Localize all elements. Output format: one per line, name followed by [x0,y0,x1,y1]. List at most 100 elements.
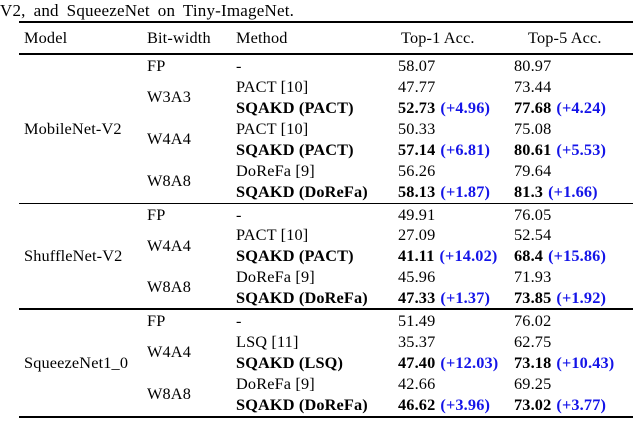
bitwidth-group-fp: FP - 58.07 80.97 [147,55,633,76]
column-header-bitwidth: Bit-width [147,28,211,47]
top5-gain: (+5.53) [556,139,607,159]
bitwidth-cell: FP [147,204,166,224]
section-rule-1 [19,202,633,205]
top5-cell: 77.68 (+4.24) [514,97,607,117]
method-cell: SQAKD (DoReFa) [236,287,368,307]
method-cell: - [236,310,242,330]
top1-gain: (+14.02) [439,246,498,266]
top1-cell: 51.49 [398,310,436,330]
column-header-top5: Top-5 Acc. [528,28,602,47]
table-row-sqakd: SQAKD (PACT) 41.11 (+14.02) 68.4 (+15.86) [236,246,633,267]
bitwidth-cell: W3A3 [147,87,192,107]
bitwidth-cell: W8A8 [147,384,192,404]
method-cell: LSQ [11] [236,331,299,351]
table-row-sqakd: SQAKD (PACT) 57.14 (+6.81) 80.61 (+5.53) [236,139,633,160]
top5-gain: (+10.43) [556,352,615,372]
section-rule-2 [19,308,633,310]
top1-cell: 49.91 [398,204,436,224]
table-row: - 49.91 76.05 [236,204,633,225]
top1-gain: (+6.81) [440,139,491,159]
table-caption: V2, and SqueezeNet on Tiny-ImageNet. [0,1,295,20]
top5-cell: 73.02 (+3.77) [514,394,607,414]
top5-cell: 79.64 [514,160,552,180]
top5-gain: (+1.66) [548,181,598,201]
bitwidth-group-w3a3: W3A3 PACT [10] 47.77 73.44 SQAKD (PACT) … [147,76,633,118]
table-bottom-rule [19,415,633,418]
section-squeezenet1-0: SqueezeNet1_0 FP - 51.49 76.02 W4A4 [19,310,633,416]
model-cell: MobileNet-V2 [24,118,122,138]
method-cell: DoReFa [9] [236,267,315,287]
top5-cell: 75.08 [514,118,552,138]
bitwidth-cell: FP [147,55,166,75]
table-row: DoReFa [9] 56.26 79.64 [236,160,633,181]
top1-cell: 47.77 [398,76,436,96]
method-cell: SQAKD (DoReFa) [236,394,368,414]
top1-cell: 42.66 [398,373,436,393]
table-row: LSQ [11] 35.37 62.75 [236,331,633,352]
top1-cell: 50.33 [398,118,436,138]
top5-cell: 76.02 [514,310,552,330]
table-row-sqakd: SQAKD (PACT) 52.73 (+4.96) 77.68 (+4.24) [236,97,633,118]
top1-cell: 47.40 (+12.03) [398,352,499,372]
top5-gain: (+1.92) [556,287,607,307]
bitwidth-cell: W8A8 [147,277,192,297]
model-cell: ShuffleNet-V2 [24,246,123,266]
top1-cell: 52.73 (+4.96) [398,97,491,117]
top1-gain: (+4.96) [440,97,491,117]
top1-gain: (+3.96) [440,394,491,414]
table-row: DoReFa [9] 42.66 69.25 [236,373,633,394]
top1-cell: 46.62 (+3.96) [398,394,491,414]
method-cell: SQAKD (DoReFa) [236,181,368,201]
method-cell: - [236,204,242,224]
bitwidth-group-fp: FP - 49.91 76.05 [147,204,633,225]
method-cell: PACT [10] [236,118,309,138]
top5-cell: 69.25 [514,373,552,393]
table-top-rule [19,21,633,24]
method-cell: DoReFa [9] [236,373,315,393]
method-cell: - [236,55,242,75]
bitwidth-group-w8a8: W8A8 DoReFa [9] 45.96 71.93 SQAKD (DoReF… [147,267,633,309]
method-cell: PACT [10] [236,76,309,96]
method-cell: SQAKD (PACT) [236,139,354,159]
table-row: PACT [10] 50.33 75.08 [236,118,633,139]
bitwidth-group-fp: FP - 51.49 76.02 [147,310,633,331]
column-header-top1: Top-1 Acc. [401,28,475,47]
top5-cell: 81.3 (+1.66) [514,181,598,201]
method-cell: SQAKD (PACT) [236,246,354,266]
top5-gain: (+3.77) [556,394,607,414]
top1-gain: (+12.03) [440,352,499,372]
method-cell: PACT [10] [236,225,309,245]
top5-cell: 80.97 [514,55,552,75]
bitwidth-cell: W4A4 [147,129,192,149]
header-rule [19,53,633,55]
top5-cell: 62.75 [514,331,552,351]
top1-cell: 47.33 (+1.37) [398,287,491,307]
top5-gain: (+15.86) [548,246,607,266]
method-cell: SQAKD (LSQ) [236,352,344,372]
bitwidth-cell: W4A4 [147,342,192,362]
table-row: PACT [10] 27.09 52.54 [236,225,633,246]
bitwidth-group-w4a4: W4A4 PACT [10] 50.33 75.08 SQAKD (PACT) … [147,118,633,160]
bitwidth-cell: W8A8 [147,171,192,191]
table-row: - 58.07 80.97 [236,55,633,76]
table-row: PACT [10] 47.77 73.44 [236,76,633,97]
bitwidth-group-w8a8: W8A8 DoReFa [9] 42.66 69.25 SQAKD (DoReF… [147,373,633,415]
table-row: DoReFa [9] 45.96 71.93 [236,267,633,288]
results-table: Model Bit-width Method Top-1 Acc. Top-5 … [19,0,633,422]
method-cell: DoReFa [9] [236,160,315,180]
table-row-sqakd: SQAKD (DoReFa) 46.62 (+3.96) 73.02 (+3.77) [236,394,633,415]
top1-cell: 58.13 (+1.87) [398,181,491,201]
bitwidth-group-w4a4: W4A4 LSQ [11] 35.37 62.75 SQAKD (LSQ) 47… [147,331,633,373]
section-mobilenet-v2: MobileNet-V2 FP - 58.07 80.97 W3A3 [19,55,633,203]
table-header-row: Model Bit-width Method Top-1 Acc. Top-5 … [19,23,633,53]
bitwidth-group-w8a8: W8A8 DoReFa [9] 56.26 79.64 SQAKD (DoReF… [147,160,633,202]
table-row-sqakd: SQAKD (LSQ) 47.40 (+12.03) 73.18 (+10.43) [236,352,633,373]
top1-gain: (+1.87) [440,181,491,201]
top1-cell: 58.07 [398,55,436,75]
column-header-method: Method [236,28,288,47]
model-cell: SqueezeNet1_0 [24,352,129,372]
top1-cell: 35.37 [398,331,436,351]
table-row-sqakd: SQAKD (DoReFa) 47.33 (+1.37) 73.85 (+1.92) [236,287,633,308]
top1-gain: (+1.37) [440,287,491,307]
